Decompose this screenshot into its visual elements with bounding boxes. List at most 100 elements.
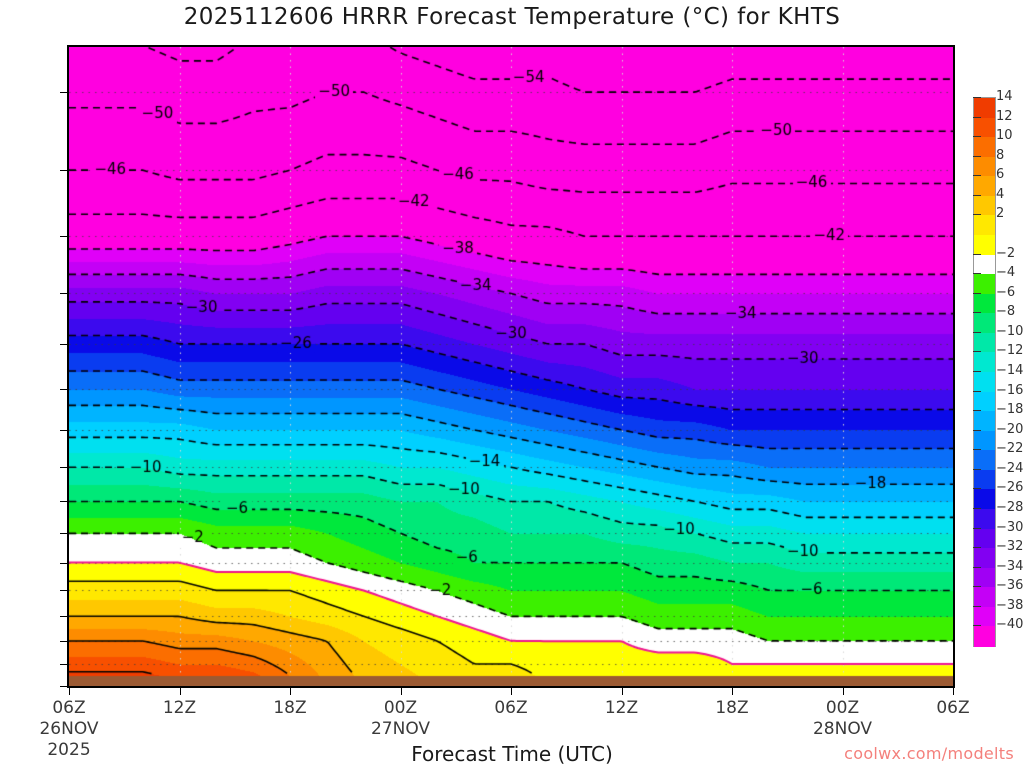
- x-tick: [179, 688, 181, 695]
- colorbar-tick-label: 2: [996, 206, 1005, 222]
- colorbar-tick-label: −24: [996, 460, 1024, 476]
- colorbar-tick: [973, 116, 981, 118]
- x-axis-label: 06Z: [936, 698, 970, 718]
- colorbar-tick-label: −26: [996, 480, 1024, 496]
- colorbar-swatch: [974, 567, 995, 588]
- colorbar-swatch: [974, 587, 995, 608]
- colorbar-tick-label: −30: [996, 519, 1024, 535]
- colorbar-swatch: [974, 509, 995, 530]
- colorbar-tick: [973, 351, 981, 353]
- colorbar-tick-label: −38: [996, 597, 1024, 613]
- colorbar-swatch: [974, 254, 995, 275]
- colorbar-tick: [973, 566, 981, 568]
- y-tick: [60, 343, 67, 345]
- x-tick: [69, 688, 70, 695]
- colorbar-tick-label: −40: [996, 617, 1024, 633]
- x-tick: [290, 688, 291, 695]
- y-tick: [60, 664, 67, 666]
- y-tick: [60, 429, 67, 431]
- colorbar-swatch: [974, 195, 995, 216]
- x-axis-date-label: 2025: [47, 740, 91, 760]
- x-axis-label: 12Z: [604, 698, 639, 718]
- x-axis-label: 12Z: [162, 698, 197, 718]
- y-tick: [60, 640, 67, 642]
- x-tick: [842, 688, 844, 695]
- colorbar-swatch: [974, 98, 995, 119]
- colorbar-tick: [973, 488, 981, 490]
- colorbar-tick-label: 8: [996, 147, 1005, 163]
- colorbar-tick-label: −4: [996, 265, 1016, 281]
- colorbar-tick: [973, 292, 981, 294]
- x-tick: [621, 688, 623, 695]
- colorbar-swatch: [974, 117, 995, 138]
- colorbar-tick: [973, 605, 981, 607]
- colorbar[interactable]: [973, 97, 996, 647]
- colorbar-swatch: [974, 391, 995, 412]
- colorbar-swatch: [974, 274, 995, 295]
- x-axis-label: 00Z: [825, 698, 860, 718]
- colorbar-tick: [973, 273, 981, 275]
- colorbar-tick: [973, 586, 981, 588]
- colorbar-tick-label: 10: [996, 128, 1013, 144]
- colorbar-swatch: [974, 352, 995, 373]
- colorbar-tick: [973, 390, 981, 392]
- colorbar-tick-label: 6: [996, 167, 1005, 183]
- y-tick: [60, 501, 67, 503]
- y-tick: [60, 389, 67, 391]
- y-tick: [60, 467, 67, 469]
- colorbar-tick: [973, 253, 981, 255]
- colorbar-tick-label: 14: [996, 89, 1013, 104]
- colorbar-tick: [973, 468, 981, 470]
- x-axis-date-label: 28NOV: [812, 719, 873, 739]
- colorbar-tick: [973, 429, 981, 431]
- y-tick: [60, 92, 67, 94]
- colorbar-tick: [973, 97, 981, 98]
- x-axis-label: 06Z: [494, 698, 528, 718]
- colorbar-tick: [973, 175, 981, 177]
- colorbar-tick: [973, 449, 981, 451]
- x-axis-date-label: 27NOV: [370, 719, 431, 739]
- x-axis-label: 06Z: [52, 698, 86, 718]
- colorbar-swatch: [974, 489, 995, 510]
- colorbar-tick: [973, 508, 981, 509]
- y-tick: [60, 236, 67, 238]
- colorbar-swatch: [974, 293, 995, 314]
- colorbar-swatch: [974, 235, 995, 256]
- x-tick: [953, 688, 954, 695]
- colorbar-tick-label: −10: [996, 323, 1024, 339]
- colorbar-swatch: [974, 606, 995, 627]
- x-axis-label: 18Z: [715, 698, 749, 718]
- page-title: 2025112606 HRRR Forecast Temperature (°C…: [0, 4, 1024, 30]
- colorbar-tick: [973, 547, 981, 549]
- chart-plot-area[interactable]: [67, 45, 955, 688]
- colorbar-tick-label: −12: [996, 343, 1024, 359]
- colorbar-swatch: [974, 313, 995, 334]
- y-tick: [60, 170, 67, 172]
- colorbar-swatch: [974, 469, 995, 490]
- colorbar-swatch: [974, 372, 995, 393]
- colorbar-tick: [973, 194, 981, 196]
- colorbar-tick-label: −2: [996, 245, 1016, 261]
- colorbar-tick: [973, 527, 981, 529]
- colorbar-swatch: [974, 626, 995, 647]
- colorbar-tick: [973, 410, 981, 412]
- colorbar-tick: [973, 331, 981, 333]
- x-tick: [400, 688, 402, 695]
- colorbar-swatch: [974, 450, 995, 471]
- colorbar-tick-label: 4: [996, 186, 1005, 202]
- x-tick: [511, 688, 512, 695]
- colorbar-tick-label: −20: [996, 421, 1024, 437]
- colorbar-tick-label: −22: [996, 441, 1024, 457]
- colorbar-tick: [973, 625, 981, 627]
- y-tick: [60, 616, 67, 618]
- colorbar-tick: [973, 371, 981, 372]
- colorbar-tick: [973, 214, 981, 216]
- colorbar-tick-label: −32: [996, 539, 1024, 555]
- colorbar-tick-label: −36: [996, 578, 1024, 594]
- x-axis-label: 00Z: [383, 698, 418, 718]
- y-tick: [60, 590, 67, 592]
- colorbar-tick-label: −14: [996, 363, 1024, 378]
- title-text: 2025112606 HRRR Forecast Temperature (°C…: [183, 4, 841, 30]
- colorbar-tick-label: −8: [996, 304, 1016, 320]
